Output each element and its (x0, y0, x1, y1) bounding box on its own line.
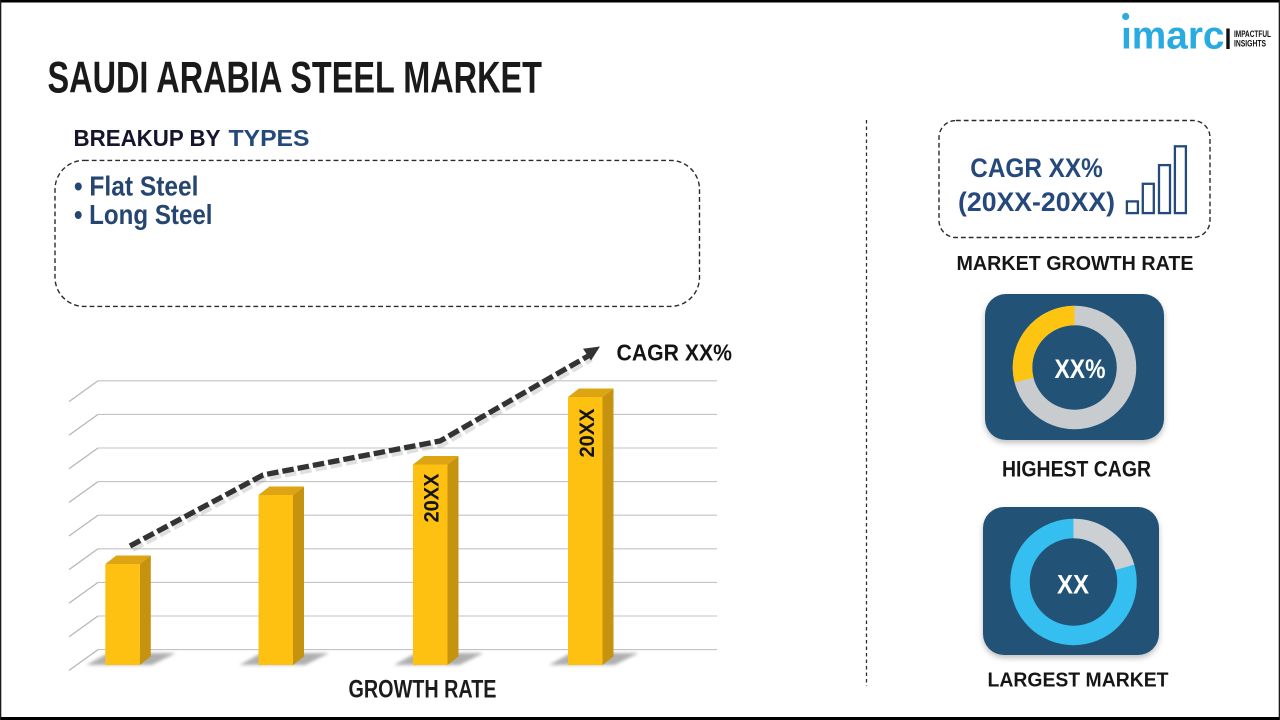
svg-text:MARKET GROWTH RATE: MARKET GROWTH RATE (957, 252, 1194, 275)
svg-text:SAUDI ARABIA STEEL MARKET: SAUDI ARABIA STEEL MARKET (48, 54, 543, 103)
svg-text:INSIGHTS: INSIGHTS (1234, 39, 1266, 50)
svg-text:LARGEST MARKET: LARGEST MARKET (988, 668, 1169, 691)
svg-text:CAGR XX%: CAGR XX% (970, 153, 1103, 183)
svg-text:ımarc: ımarc (1121, 15, 1225, 58)
svg-text:• Long Steel: • Long Steel (74, 199, 213, 230)
svg-text:XX: XX (1057, 570, 1089, 600)
svg-text:(20XX-20XX): (20XX-20XX) (958, 187, 1115, 217)
svg-text:GROWTH RATE: GROWTH RATE (349, 676, 497, 704)
svg-text:XX%: XX% (1055, 354, 1106, 384)
svg-text:HIGHEST CAGR: HIGHEST CAGR (1002, 456, 1151, 481)
svg-text:IMPACTFUL: IMPACTFUL (1234, 29, 1271, 40)
svg-text:BREAKUP BY: BREAKUP BY (74, 125, 221, 151)
svg-text:• Flat Steel: • Flat Steel (74, 171, 199, 202)
svg-text:20XX: 20XX (575, 408, 599, 458)
svg-text:20XX: 20XX (420, 473, 444, 523)
svg-text:TYPES: TYPES (229, 125, 310, 151)
svg-text:CAGR XX%: CAGR XX% (617, 340, 733, 366)
